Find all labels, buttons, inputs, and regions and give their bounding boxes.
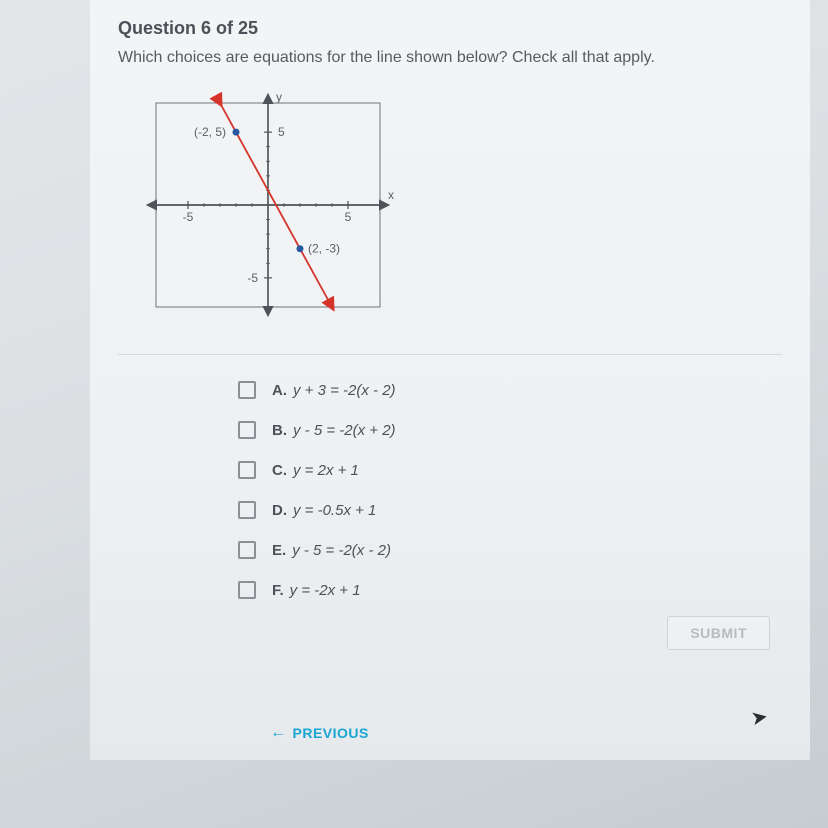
choice-letter: F. [272, 582, 284, 599]
quiz-page: Question 6 of 25 Which choices are equat… [90, 0, 810, 760]
svg-text:-5: -5 [183, 210, 194, 224]
svg-text:x: x [388, 188, 394, 202]
checkbox-icon[interactable] [238, 421, 256, 439]
choice-f[interactable]: F. y = -2x + 1 [238, 581, 782, 599]
choice-text: y = -2x + 1 [290, 582, 361, 599]
svg-text:(-2, 5): (-2, 5) [194, 125, 226, 139]
choice-text: y - 5 = -2(x - 2) [292, 542, 391, 559]
choice-letter: A. [272, 382, 287, 399]
checkbox-icon[interactable] [238, 581, 256, 599]
question-prompt: Which choices are equations for the line… [118, 49, 782, 67]
cursor-icon: ➤ [749, 704, 770, 732]
svg-text:y: y [276, 90, 282, 104]
previous-label: PREVIOUS [293, 725, 369, 741]
arrow-left-icon: ← [270, 724, 287, 742]
choice-letter: D. [272, 502, 287, 519]
choice-d[interactable]: D. y = -0.5x + 1 [238, 501, 782, 519]
choice-letter: E. [272, 542, 286, 559]
choice-letter: B. [272, 422, 287, 439]
previous-button[interactable]: ← PREVIOUS [270, 724, 369, 742]
svg-text:-5: -5 [247, 271, 258, 285]
question-number: Question 6 of 25 [118, 18, 782, 39]
choice-e[interactable]: E. y - 5 = -2(x - 2) [238, 541, 782, 559]
choice-a[interactable]: A. y + 3 = -2(x - 2) [238, 381, 782, 399]
choice-b[interactable]: B. y - 5 = -2(x + 2) [238, 421, 782, 439]
svg-text:(2, -3): (2, -3) [308, 242, 340, 256]
choice-text: y + 3 = -2(x - 2) [293, 382, 396, 399]
answer-choices: A. y + 3 = -2(x - 2) B. y - 5 = -2(x + 2… [238, 381, 782, 599]
checkbox-icon[interactable] [238, 381, 256, 399]
checkbox-icon[interactable] [238, 501, 256, 519]
svg-text:5: 5 [345, 210, 352, 224]
submit-button[interactable]: SUBMIT [667, 616, 770, 650]
choice-letter: C. [272, 462, 287, 479]
checkbox-icon[interactable] [238, 541, 256, 559]
checkbox-icon[interactable] [238, 461, 256, 479]
choice-text: y = -0.5x + 1 [293, 502, 376, 519]
choice-text: y - 5 = -2(x + 2) [293, 422, 396, 439]
graph-figure: -5 5 5 -5 y x (-2, 5) (2, -3) [138, 85, 782, 330]
divider [118, 354, 782, 355]
choice-c[interactable]: C. y = 2x + 1 [238, 461, 782, 479]
line-graph: -5 5 5 -5 y x (-2, 5) (2, -3) [138, 85, 398, 325]
choice-text: y = 2x + 1 [293, 462, 359, 479]
svg-text:5: 5 [278, 125, 285, 139]
